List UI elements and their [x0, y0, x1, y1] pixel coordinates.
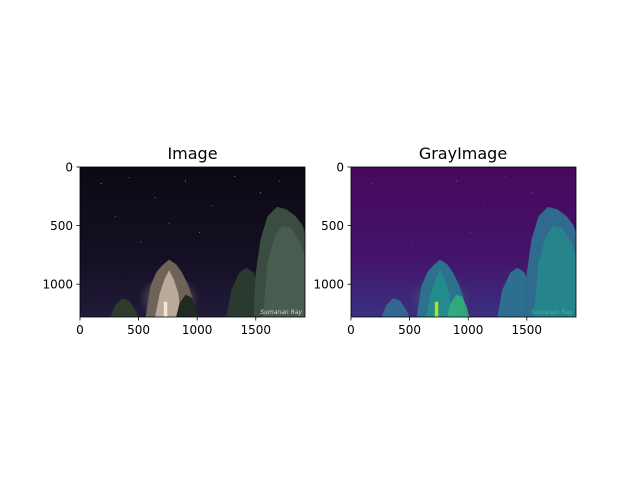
axes-frame — [350, 166, 577, 318]
y-axis: 0 500 1000 — [313, 160, 351, 291]
watermark: Sumanan Ray — [260, 309, 302, 316]
y-tick-label: 1000 — [313, 277, 344, 291]
x-tick-label: 1500 — [241, 323, 272, 337]
x-tick-label: 0 — [76, 323, 84, 337]
x-tick-label: 1500 — [512, 323, 543, 337]
image-photo — [80, 167, 305, 317]
x-tick-label: 1000 — [182, 323, 213, 337]
x-axis: 0 500 1000 1500 — [76, 317, 271, 337]
y-tick-label: 500 — [321, 219, 344, 233]
y-tick-label: 500 — [50, 219, 73, 233]
y-axis: 0 500 1000 — [42, 160, 80, 291]
x-tick-label: 0 — [347, 323, 355, 337]
subplot-image: Image Sumanan Ray — [42, 144, 306, 337]
y-tick-label: 0 — [336, 160, 344, 174]
grayimage-photo — [351, 167, 576, 317]
subplot-title: Image — [167, 144, 217, 163]
y-tick-label: 1000 — [42, 277, 73, 291]
watermark: Sumanan Ray — [531, 309, 573, 316]
y-tick-label: 0 — [65, 160, 73, 174]
axes-frame — [79, 166, 306, 318]
x-tick-label: 500 — [127, 323, 150, 337]
x-tick-label: 1000 — [453, 323, 484, 337]
x-tick-label: 500 — [398, 323, 421, 337]
subplot-title: GrayImage — [419, 144, 507, 163]
x-axis: 0 500 1000 1500 — [347, 317, 542, 337]
subplot-grayimage: GrayImage Sumanan Ray 0 500 1000 1500 0 500 1… — [313, 144, 577, 337]
